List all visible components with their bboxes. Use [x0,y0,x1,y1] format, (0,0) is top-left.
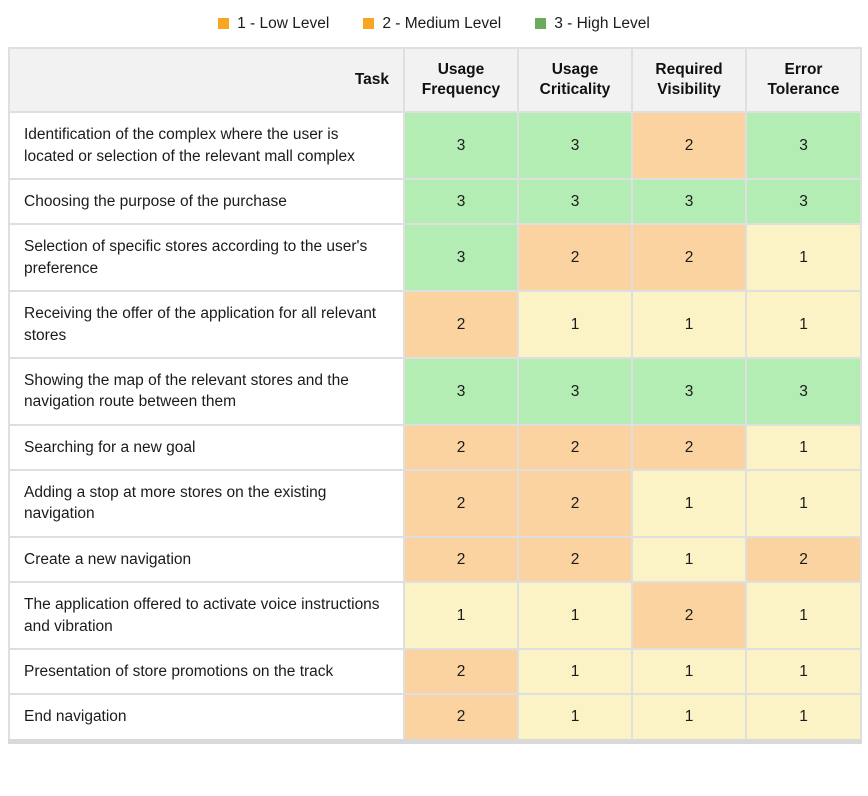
rating-cell: 1 [631,469,747,538]
legend-label: 2 - Medium Level [382,14,502,32]
rating-cell: 3 [631,356,747,426]
rating-cell: 3 [403,111,519,181]
task-cell: The application offered to activate voic… [8,581,405,650]
table-row: Adding a stop at more stores on the exis… [8,469,862,538]
task-cell: Adding a stop at more stores on the exis… [8,469,405,538]
rating-cell: 1 [631,647,747,696]
rating-cell: 2 [517,535,633,584]
rating-cell: 2 [517,223,633,293]
table-row: End navigation 2 1 1 1 [8,693,862,743]
rating-cell: 3 [745,111,862,181]
legend-item-low: 1 - Low Level [218,15,329,33]
legend: 1 - Low Level 2 - Medium Level 3 - High … [0,0,868,38]
rating-cell: 2 [517,469,633,538]
rating-cell: 1 [517,581,633,650]
rating-cell: 3 [403,223,519,293]
table-container: Task Usage Frequency Usage Criticality R… [0,38,868,744]
task-cell: Presentation of store promotions on the … [8,647,405,696]
column-header-error-tolerance: Error Tolerance [745,46,862,114]
column-header-usage-frequency: Usage Frequency [403,46,519,114]
legend-label: 1 - Low Level [237,14,330,32]
rating-cell: 2 [631,223,747,293]
rating-cell: 1 [745,469,862,538]
rating-cell: 2 [517,423,633,472]
legend-swatch-icon [218,18,230,29]
rating-cell: 2 [745,535,862,584]
table-row: Identification of the complex where the … [8,111,862,181]
table-row: Create a new navigation 2 2 1 2 [8,535,862,584]
header-row: Task Usage Frequency Usage Criticality R… [8,46,862,114]
legend-item-medium: 2 - Medium Level [363,15,501,33]
rating-cell: 1 [745,647,862,696]
table-row: Selection of specific stores according t… [8,223,862,293]
rating-cell: 2 [403,469,519,538]
rating-cell: 2 [631,111,747,181]
task-cell: Create a new navigation [8,535,405,584]
table-row: Choosing the purpose of the purchase 3 3 3 3 [8,178,862,226]
rating-cell: 1 [631,693,747,743]
rating-cell: 1 [745,693,862,743]
column-header-usage-criticality: Usage Criticality [517,46,633,114]
rating-cell: 1 [517,290,633,359]
table-row: Presentation of store promotions on the … [8,647,862,696]
rating-cell: 1 [631,290,747,359]
rating-cell: 1 [745,581,862,650]
rating-cell: 1 [745,423,862,472]
column-header-task: Task [8,46,405,114]
rating-cell: 2 [403,647,519,696]
rating-cell: 3 [745,178,862,226]
rating-cell: 1 [403,581,519,650]
legend-swatch-icon [535,18,547,29]
rating-cell: 1 [631,535,747,584]
rating-cell: 3 [517,356,633,426]
rating-cell: 3 [517,111,633,181]
rating-cell: 3 [403,356,519,426]
criteria-table: Task Usage Frequency Usage Criticality R… [8,46,862,744]
rating-cell: 1 [517,647,633,696]
rating-cell: 2 [403,423,519,472]
legend-label: 3 - High Level [554,14,650,32]
column-header-required-visibility: Required Visibility [631,46,747,114]
rating-cell: 3 [631,178,747,226]
rating-cell: 2 [403,535,519,584]
table-row: Showing the map of the relevant stores a… [8,356,862,426]
task-cell: End navigation [8,693,405,743]
rating-cell: 1 [745,290,862,359]
rating-cell: 3 [403,178,519,226]
rating-cell: 3 [745,356,862,426]
rating-cell: 2 [631,423,747,472]
rating-cell: 1 [517,693,633,743]
task-cell: Receiving the offer of the application f… [8,290,405,359]
rating-cell: 2 [403,290,519,359]
table-row: The application offered to activate voic… [8,581,862,650]
task-cell: Searching for a new goal [8,423,405,472]
task-cell: Showing the map of the relevant stores a… [8,356,405,426]
legend-swatch-icon [363,18,375,29]
legend-item-high: 3 - High Level [535,15,650,33]
rating-cell: 2 [403,693,519,743]
rating-cell: 3 [517,178,633,226]
table-row: Searching for a new goal 2 2 2 1 [8,423,862,472]
task-cell: Identification of the complex where the … [8,111,405,181]
task-cell: Selection of specific stores according t… [8,223,405,293]
rating-cell: 1 [745,223,862,293]
table-body: Identification of the complex where the … [8,111,862,743]
task-cell: Choosing the purpose of the purchase [8,178,405,226]
rating-cell: 2 [631,581,747,650]
table-row: Receiving the offer of the application f… [8,290,862,359]
